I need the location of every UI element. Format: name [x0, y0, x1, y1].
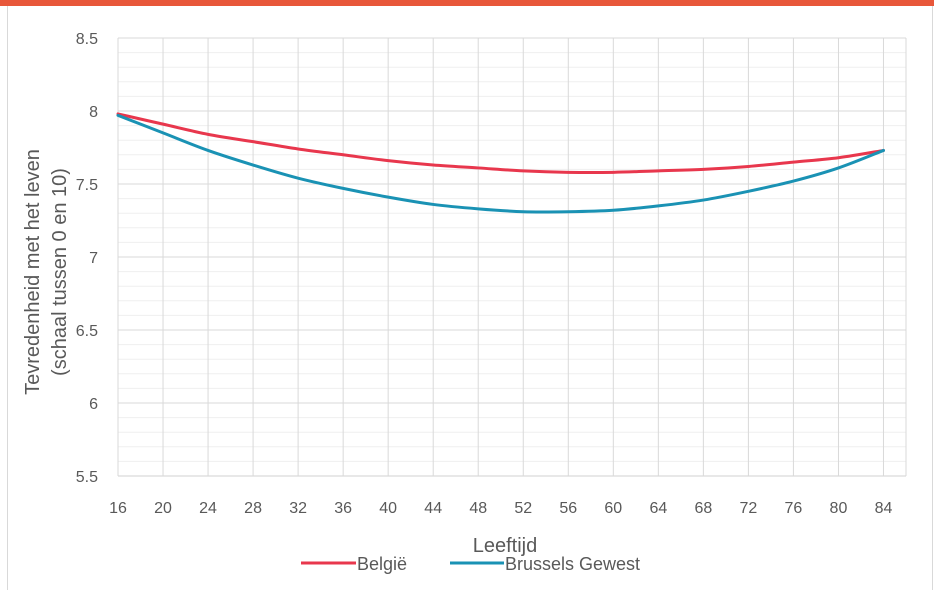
x-tick-label: 16: [109, 500, 127, 517]
x-tick-label: 68: [694, 500, 712, 517]
x-tick-label: 48: [469, 500, 487, 517]
x-tick-label: 28: [244, 500, 262, 517]
legend-label-brussels: Brussels Gewest: [505, 554, 640, 574]
series-lines: [116, 112, 885, 214]
y-tick-label: 8: [89, 104, 98, 121]
legend-label-belgie: België: [357, 554, 407, 574]
x-tick-label: 40: [379, 500, 397, 517]
x-tick-labels: 16 20 24 28 32 36 40 44 48 52 56 60 64 68 72 76 80 84: [109, 500, 892, 517]
y-tick-label: 7: [89, 250, 98, 267]
x-tick-label: 56: [559, 500, 577, 517]
y-tick-label: 7.5: [76, 177, 98, 194]
series-line-belgie: [116, 112, 885, 175]
x-tick-label: 76: [785, 500, 803, 517]
series-line-brussels: [116, 113, 885, 214]
x-axis-title: Leeftijd: [473, 535, 538, 557]
x-tick-label: 84: [875, 500, 893, 517]
chart-frame: [7, 6, 933, 590]
y-axis-title: Tevredenheid met het leven: [22, 149, 44, 395]
x-tick-label: 52: [514, 500, 532, 517]
x-tick-label: 20: [154, 500, 172, 517]
y-tick-label: 6: [89, 396, 98, 413]
legend: België Brussels Gewest: [301, 554, 640, 574]
x-tick-label: 32: [289, 500, 307, 517]
y-tick-label: 5.5: [76, 469, 98, 486]
grid: [117, 37, 907, 477]
x-tick-label: 24: [199, 500, 217, 517]
x-tick-label: 36: [334, 500, 352, 517]
y-axis-subtitle: (schaal tussen 0 en 10): [49, 168, 71, 376]
y-tick-label: 6.5: [76, 323, 98, 340]
x-tick-label: 60: [604, 500, 622, 517]
x-tick-label: 64: [649, 500, 667, 517]
x-tick-label: 44: [424, 500, 442, 517]
y-tick-labels: 5.5 6 6.5 7 7.5 8 8.5: [76, 31, 98, 486]
y-tick-label: 8.5: [76, 31, 98, 48]
x-tick-label: 72: [740, 500, 758, 517]
x-tick-label: 80: [830, 500, 848, 517]
header-rule: [0, 0, 934, 6]
